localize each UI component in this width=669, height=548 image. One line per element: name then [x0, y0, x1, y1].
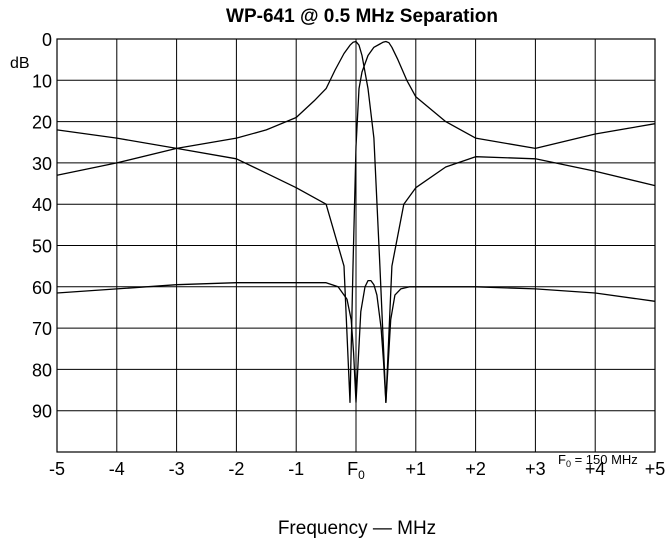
x-tick-label: -2: [228, 459, 244, 479]
f0-annotation: F0 = 150 MHz: [558, 452, 638, 469]
x-tick-labels: -5 -4 -3 -2 -1 F0 +1 +2 +3 +4 +5: [49, 459, 665, 482]
y-tick-label: 80: [32, 360, 52, 380]
y-tick-label: 0: [42, 30, 52, 50]
series-line-1: [56, 40, 656, 404]
grid: [57, 39, 655, 452]
y-axis-unit-label: dB: [10, 55, 30, 72]
y-tick-label: 90: [32, 402, 52, 422]
y-tick-labels: 0 10 20 30 40 50 60 70 80 90: [32, 30, 52, 422]
x-tick-label: -3: [169, 459, 185, 479]
chart-title: WP-641 @ 0.5 MHz Separation: [226, 6, 498, 27]
x-tick-label: F0: [347, 459, 365, 482]
y-tick-label: 50: [32, 237, 52, 257]
x-axis-label: Frequency — MHz: [278, 518, 436, 539]
x-tick-label: +2: [465, 459, 486, 479]
series-group: [56, 40, 656, 404]
y-tick-label: 20: [32, 113, 52, 133]
x-tick-label: -5: [49, 459, 65, 479]
x-tick-label: +1: [406, 459, 427, 479]
x-tick-label: -1: [288, 459, 304, 479]
series-line-3: [56, 279, 656, 404]
x-tick-label: +3: [525, 459, 546, 479]
x-tick-label: -4: [109, 459, 125, 479]
series-line-2: [56, 40, 656, 404]
y-tick-label: 10: [32, 71, 52, 91]
y-tick-label: 30: [32, 154, 52, 174]
y-tick-label: 70: [32, 319, 52, 339]
y-tick-label: 60: [32, 278, 52, 298]
y-tick-label: 40: [32, 195, 52, 215]
plot-frame: [56, 38, 656, 453]
x-tick-label: +4: [585, 459, 606, 479]
x-tick-label: +5: [645, 459, 666, 479]
